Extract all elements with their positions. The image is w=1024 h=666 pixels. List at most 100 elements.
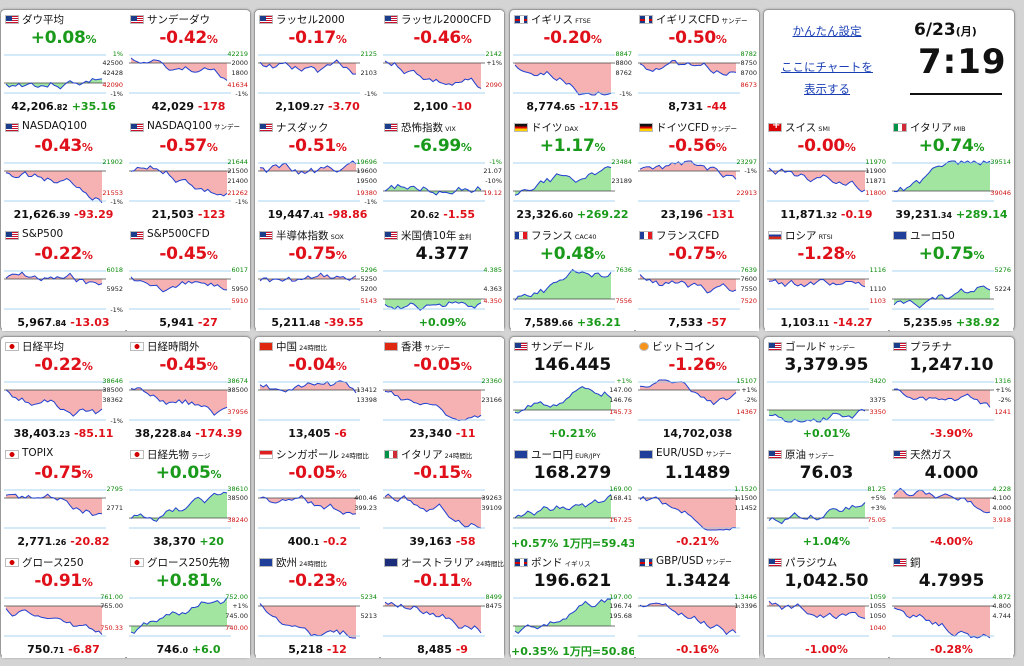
market-cell[interactable]: プラチナ 1,247.10 1316 +1% -2% 1241 -3.90% (890, 339, 1013, 442)
chart-tick-label: 39263 (481, 494, 502, 502)
last-price: 400 (287, 535, 311, 548)
price-change: -0.16% (676, 643, 719, 656)
chart-tick-label: 2103 (360, 69, 377, 77)
market-cell[interactable]: グロース250先物 +0.81% 752.00 +1% 745.00 740.00 746.… (127, 555, 250, 658)
market-cell[interactable]: NASDAQ100 サンデー -0.57% 21644 21500 21400 21262… (127, 120, 250, 223)
market-cell[interactable]: NASDAQ100 -0.43% 21902 21553 -1% 21,626.39 -9… (2, 120, 125, 223)
market-cell[interactable]: ロシア RTSI -1.28% 1116 1110 1103 1,103.11 -14.2… (765, 228, 888, 331)
last-price: 8,485 (417, 643, 452, 656)
market-cell[interactable]: シンガポール 24時間比 -0.05% 400.46 399.23 400.1 -0.2 (256, 447, 379, 550)
chart-tick-label: 2000 (231, 59, 248, 67)
market-name: フランス (531, 230, 573, 242)
market-cell[interactable]: 原油 サンデー 76.03 81.25 +5% +3% 75.05 +1.04% (765, 447, 888, 550)
chart-svg (767, 489, 869, 529)
chart-tick-label: 8782 (740, 50, 757, 58)
market-cell[interactable]: イタリア 24時間比 -0.15% 39263 39109 39,163 -58 (381, 447, 504, 550)
last-price-decimal: .23 (56, 430, 71, 439)
price-change: -4.00% (930, 535, 973, 548)
chart-area (260, 603, 356, 638)
market-cell[interactable]: ゴールド サンデー 3,379.95 3420 3375 3350 +0.01% (765, 339, 888, 442)
market-cell[interactable]: ユーロ50 +0.75% 5276 5224 5,235.95 +38.92 (890, 228, 1013, 331)
market-cell[interactable]: ビットコイン -1.26% 15107 +1% -2% 14367 14,702,038 (636, 339, 759, 442)
market-cell[interactable]: 日経時間外 -0.45% 38674 38500 37956 38,228.84 -174… (127, 339, 250, 442)
headline-value: -0.20 (543, 28, 591, 48)
last-price: 42,029 (151, 100, 195, 113)
change-percent: -0.42% (127, 28, 250, 48)
easy-settings-link[interactable]: かんたん設定 (792, 24, 862, 38)
market-cell[interactable]: イタリア MIB +0.74% 39514 39046 39,231.34 +289.1… (890, 120, 1013, 223)
market-cell[interactable]: フランスCFD -0.75% 7639 7600 7550 7520 7,533 -57 (636, 228, 759, 331)
cell-header: ユーロ50 (890, 228, 1013, 244)
headline-value: -6.99 (413, 136, 461, 156)
market-cell[interactable]: TOPIX -0.75% 2795 2771 2,771.26 -20.82 (2, 447, 125, 550)
market-cell[interactable]: 銅 4.7995 4.872 4.800 4.744 -0.28% (890, 555, 1013, 658)
change-percent: -0.00% (765, 136, 888, 156)
chart-line (514, 494, 612, 519)
market-cell[interactable]: サンデードル 146.445 +1% 147.00 146.76 145.73 +0.21% (511, 339, 634, 442)
market-name: ポンド (531, 557, 563, 569)
market-cell[interactable]: ナスダック -0.51% 19696 19600 19500 19380 -1% 19,447… (256, 120, 379, 223)
market-cell[interactable]: 香港 サンデー -0.05% 23360 23166 23,340 -11 (381, 339, 504, 442)
price-change: -1.55 (443, 208, 476, 221)
market-cell[interactable]: 日経先物 ラージ +0.05% 38610 38500 38240 38,370 +20 (127, 447, 250, 550)
mini-chart: 5234 5213 (256, 592, 379, 642)
price-change: -6 (334, 427, 347, 440)
market-cell[interactable]: S&P500 -0.22% 6018 5952 -1% 5,967.84 -13.03 (2, 228, 125, 331)
market-subtitle: サンデー (703, 558, 732, 566)
percent-sign: % (335, 576, 347, 589)
market-cell[interactable]: 天然ガス 4.000 4.228 4.100 4.000 3.918 -4.00% (890, 447, 1013, 550)
market-cell[interactable]: 中国 24時間比 -0.04% 13412 13398 13,405 -6 (256, 339, 379, 442)
change-percent: 76.03 (765, 463, 888, 483)
show-chart-link-line2[interactable]: 表示する (804, 82, 850, 96)
market-cell[interactable]: S&P500CFD -0.45% 6017 5950 5910 5,941 -27 (127, 228, 250, 331)
market-name: ドイツ (531, 122, 563, 134)
headline-value: -0.46 (413, 28, 461, 48)
last-price: 39,231 (895, 208, 938, 221)
change-percent: -0.05% (256, 463, 379, 483)
market-cell[interactable]: ユーロ円 EUR/JPY 168.279 169.00 168.41 167.25 +0.… (511, 447, 634, 550)
market-cell[interactable]: EUR/USD サンデー 1.1489 1.1520 1.1500 1.1452 -0.2… (636, 447, 759, 550)
chart-svg (129, 270, 231, 310)
market-cell[interactable]: イギリス FTSE -0.20% 8847 8800 8762 -1% 8,774.65 -… (511, 12, 634, 115)
market-cell[interactable]: 日経平均 -0.22% 38646 38500 38362 -1% 38,403.23 -8… (2, 339, 125, 442)
cell-header: ドイツ DAX (511, 120, 634, 136)
market-cell[interactable]: オーストラリア 24時間比 -0.11% 8499 8475 8,485 -9 (381, 555, 504, 658)
headline-value: +0.05 (155, 463, 211, 483)
market-cell[interactable]: ドイツCFD サンデー -0.56% 23297 -1% 22913 23,196 -13… (636, 120, 759, 223)
market-name: イギリスCFD (656, 14, 720, 26)
headline-value: 4.7995 (918, 571, 985, 591)
market-cell[interactable]: グロース250 -0.91% 761.00 755.00 750.33 750.71 -6… (2, 555, 125, 658)
headline-value: -0.75 (668, 244, 716, 264)
market-cell[interactable]: GBP/USD サンデー 1.3424 1.3446 1.3396 -0.16% (636, 555, 759, 658)
market-cell[interactable]: ラッセル2000 -0.17% 2125 2103 -1% 2,109.27 -3.70 (256, 12, 379, 115)
market-name: イタリア (401, 449, 443, 461)
headline-value: -0.75 (34, 463, 82, 483)
market-cell[interactable]: パラジウム 1,042.50 1059 1055 1050 1040 -1.00% (765, 555, 888, 658)
chart-tick-label: 13398 (356, 396, 377, 404)
chart-line (514, 268, 612, 301)
price-footer: 750.71 -6.87 (2, 643, 125, 656)
market-cell[interactable]: 恐怖指数 VIX -6.99% -1% 21.07 -10% 19.12 20.62 -1.… (381, 120, 504, 223)
market-cell[interactable]: イギリスCFD サンデー -0.50% 8782 8750 8700 8673 8,731 … (636, 12, 759, 115)
chart-tick-label: -1% (235, 90, 248, 98)
market-cell[interactable]: スイス SMI-0.00%1197011900118711180011,871.… (765, 120, 888, 223)
cell-header: NASDAQ100 (2, 120, 125, 136)
market-group-fx: サンデードル 146.445 +1% 147.00 146.76 145.73 +0.21%… (509, 336, 760, 658)
chart-line (768, 600, 866, 620)
flag-icon (639, 558, 653, 567)
chart-tick-label: 197.00 (609, 593, 632, 601)
market-cell[interactable]: ポンド イギリス 196.621 197.00 196.74 195.68 +0.35% … (511, 555, 634, 658)
headline-value: 196.621 (533, 571, 612, 591)
market-cell[interactable]: ダウ平均 +0.08% 1% 42500 42428 42090 -1% 42,206.82 … (2, 12, 125, 115)
chart-tick-label: 1116 (869, 266, 886, 274)
show-chart-link-line1[interactable]: ここにチャートを (781, 60, 873, 74)
market-cell[interactable]: ラッセル2000CFD -0.46% 2142 +1% 2090 2,100 -10 (381, 12, 504, 115)
market-cell[interactable]: 欧州 24時間比 -0.23% 5234 5213 5,218 -12 (256, 555, 379, 658)
market-cell[interactable]: ドイツ DAX +1.17% 23484 23189 23,326.60 +269.22 (511, 120, 634, 223)
chart-svg (513, 162, 615, 202)
market-cell[interactable]: サンデーダウ -0.42% 42219 2000 1800 41634 -1% 42,029 … (127, 12, 250, 115)
market-cell[interactable]: 半導体指数 SOX -0.75% 5296 5250 5200 5143 5,211.48 … (256, 228, 379, 331)
market-cell[interactable]: 米国債10年 金利 4.377 4.385 4.363 4.350 +0.09% (381, 228, 504, 331)
market-cell[interactable]: フランス CAC40 +0.48% 7636 7556 7,589.66 +36.21 (511, 228, 634, 331)
chart-tick-label: 3420 (869, 377, 886, 385)
